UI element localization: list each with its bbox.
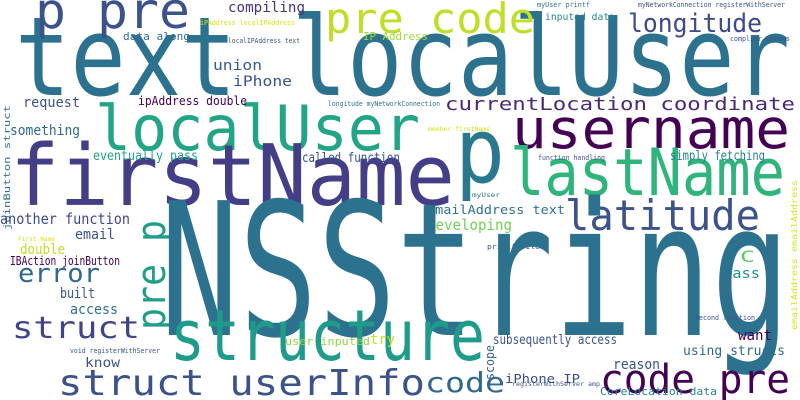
word: simply fetching (670, 149, 765, 164)
word: latitude (565, 191, 760, 240)
word: struct userInfo (58, 363, 425, 400)
word: something (10, 123, 80, 139)
word: double (20, 242, 65, 258)
word: p pre (35, 0, 190, 40)
word: localUser (95, 92, 420, 165)
word: structure (170, 295, 485, 377)
word: text localUser (15, 0, 790, 121)
word: localIPAddress text (228, 37, 300, 45)
word: scope (483, 345, 497, 380)
word: compiling (228, 0, 305, 16)
word: data along (123, 30, 190, 43)
word: ipAddress double (138, 94, 247, 108)
word: username (512, 97, 790, 161)
word: access (70, 302, 118, 318)
word: iPAddress localIPAddress (200, 19, 295, 27)
word: myNetworkConnection registerWithServer (638, 1, 785, 9)
word: NSString (160, 163, 790, 379)
word: request (23, 95, 80, 111)
word: subsequently access (493, 333, 617, 348)
word: longitude (628, 9, 762, 39)
word: want (738, 328, 772, 344)
word: void registerWithServer (70, 347, 160, 355)
word: built (60, 286, 95, 302)
word: pre code (325, 0, 535, 43)
word: another function (0, 210, 130, 228)
word: server (763, 270, 779, 332)
word: longitude myNetworkConnection (328, 100, 440, 108)
word: user inputed (285, 335, 370, 348)
word: code pre (600, 357, 790, 400)
word: complier throws (730, 35, 790, 43)
word: iPhone IP (505, 372, 580, 386)
word: IP Address (363, 30, 428, 43)
word: firstName (10, 127, 455, 226)
word: C (740, 247, 755, 266)
word: p (455, 99, 505, 204)
word: using structs (683, 344, 785, 359)
word: union (213, 58, 262, 74)
word: myUser (472, 192, 500, 199)
word: try (370, 332, 395, 348)
word: reason (613, 357, 660, 373)
word: error (18, 259, 100, 289)
word: currentLocation coordinate (445, 94, 795, 115)
word: emailAddress text (427, 203, 565, 217)
word: joinButton struct (3, 105, 13, 230)
word: registerWithServer amp (512, 381, 600, 388)
word: First Name (18, 236, 55, 243)
word: email (75, 227, 115, 243)
word: IBAction joinButton (10, 254, 120, 268)
word: know (85, 356, 120, 371)
word: printf file (487, 243, 540, 251)
word: eventually pass (93, 149, 198, 164)
word: myUser printf (537, 1, 590, 9)
word: emailAddress emailAddress (790, 180, 799, 330)
word: developing (427, 216, 512, 234)
word: second function (695, 314, 755, 322)
word: iPhone (233, 74, 292, 90)
word: struct (12, 311, 140, 346)
word: member firstName (428, 126, 490, 133)
word: lastName (510, 136, 785, 211)
word: code (425, 366, 505, 399)
word: CoreLocation data (600, 385, 717, 398)
word: called function (302, 151, 400, 166)
word: function handling (538, 154, 605, 162)
word: pre p (129, 220, 175, 330)
word: inputed data (545, 12, 615, 23)
word: pass (723, 266, 760, 282)
